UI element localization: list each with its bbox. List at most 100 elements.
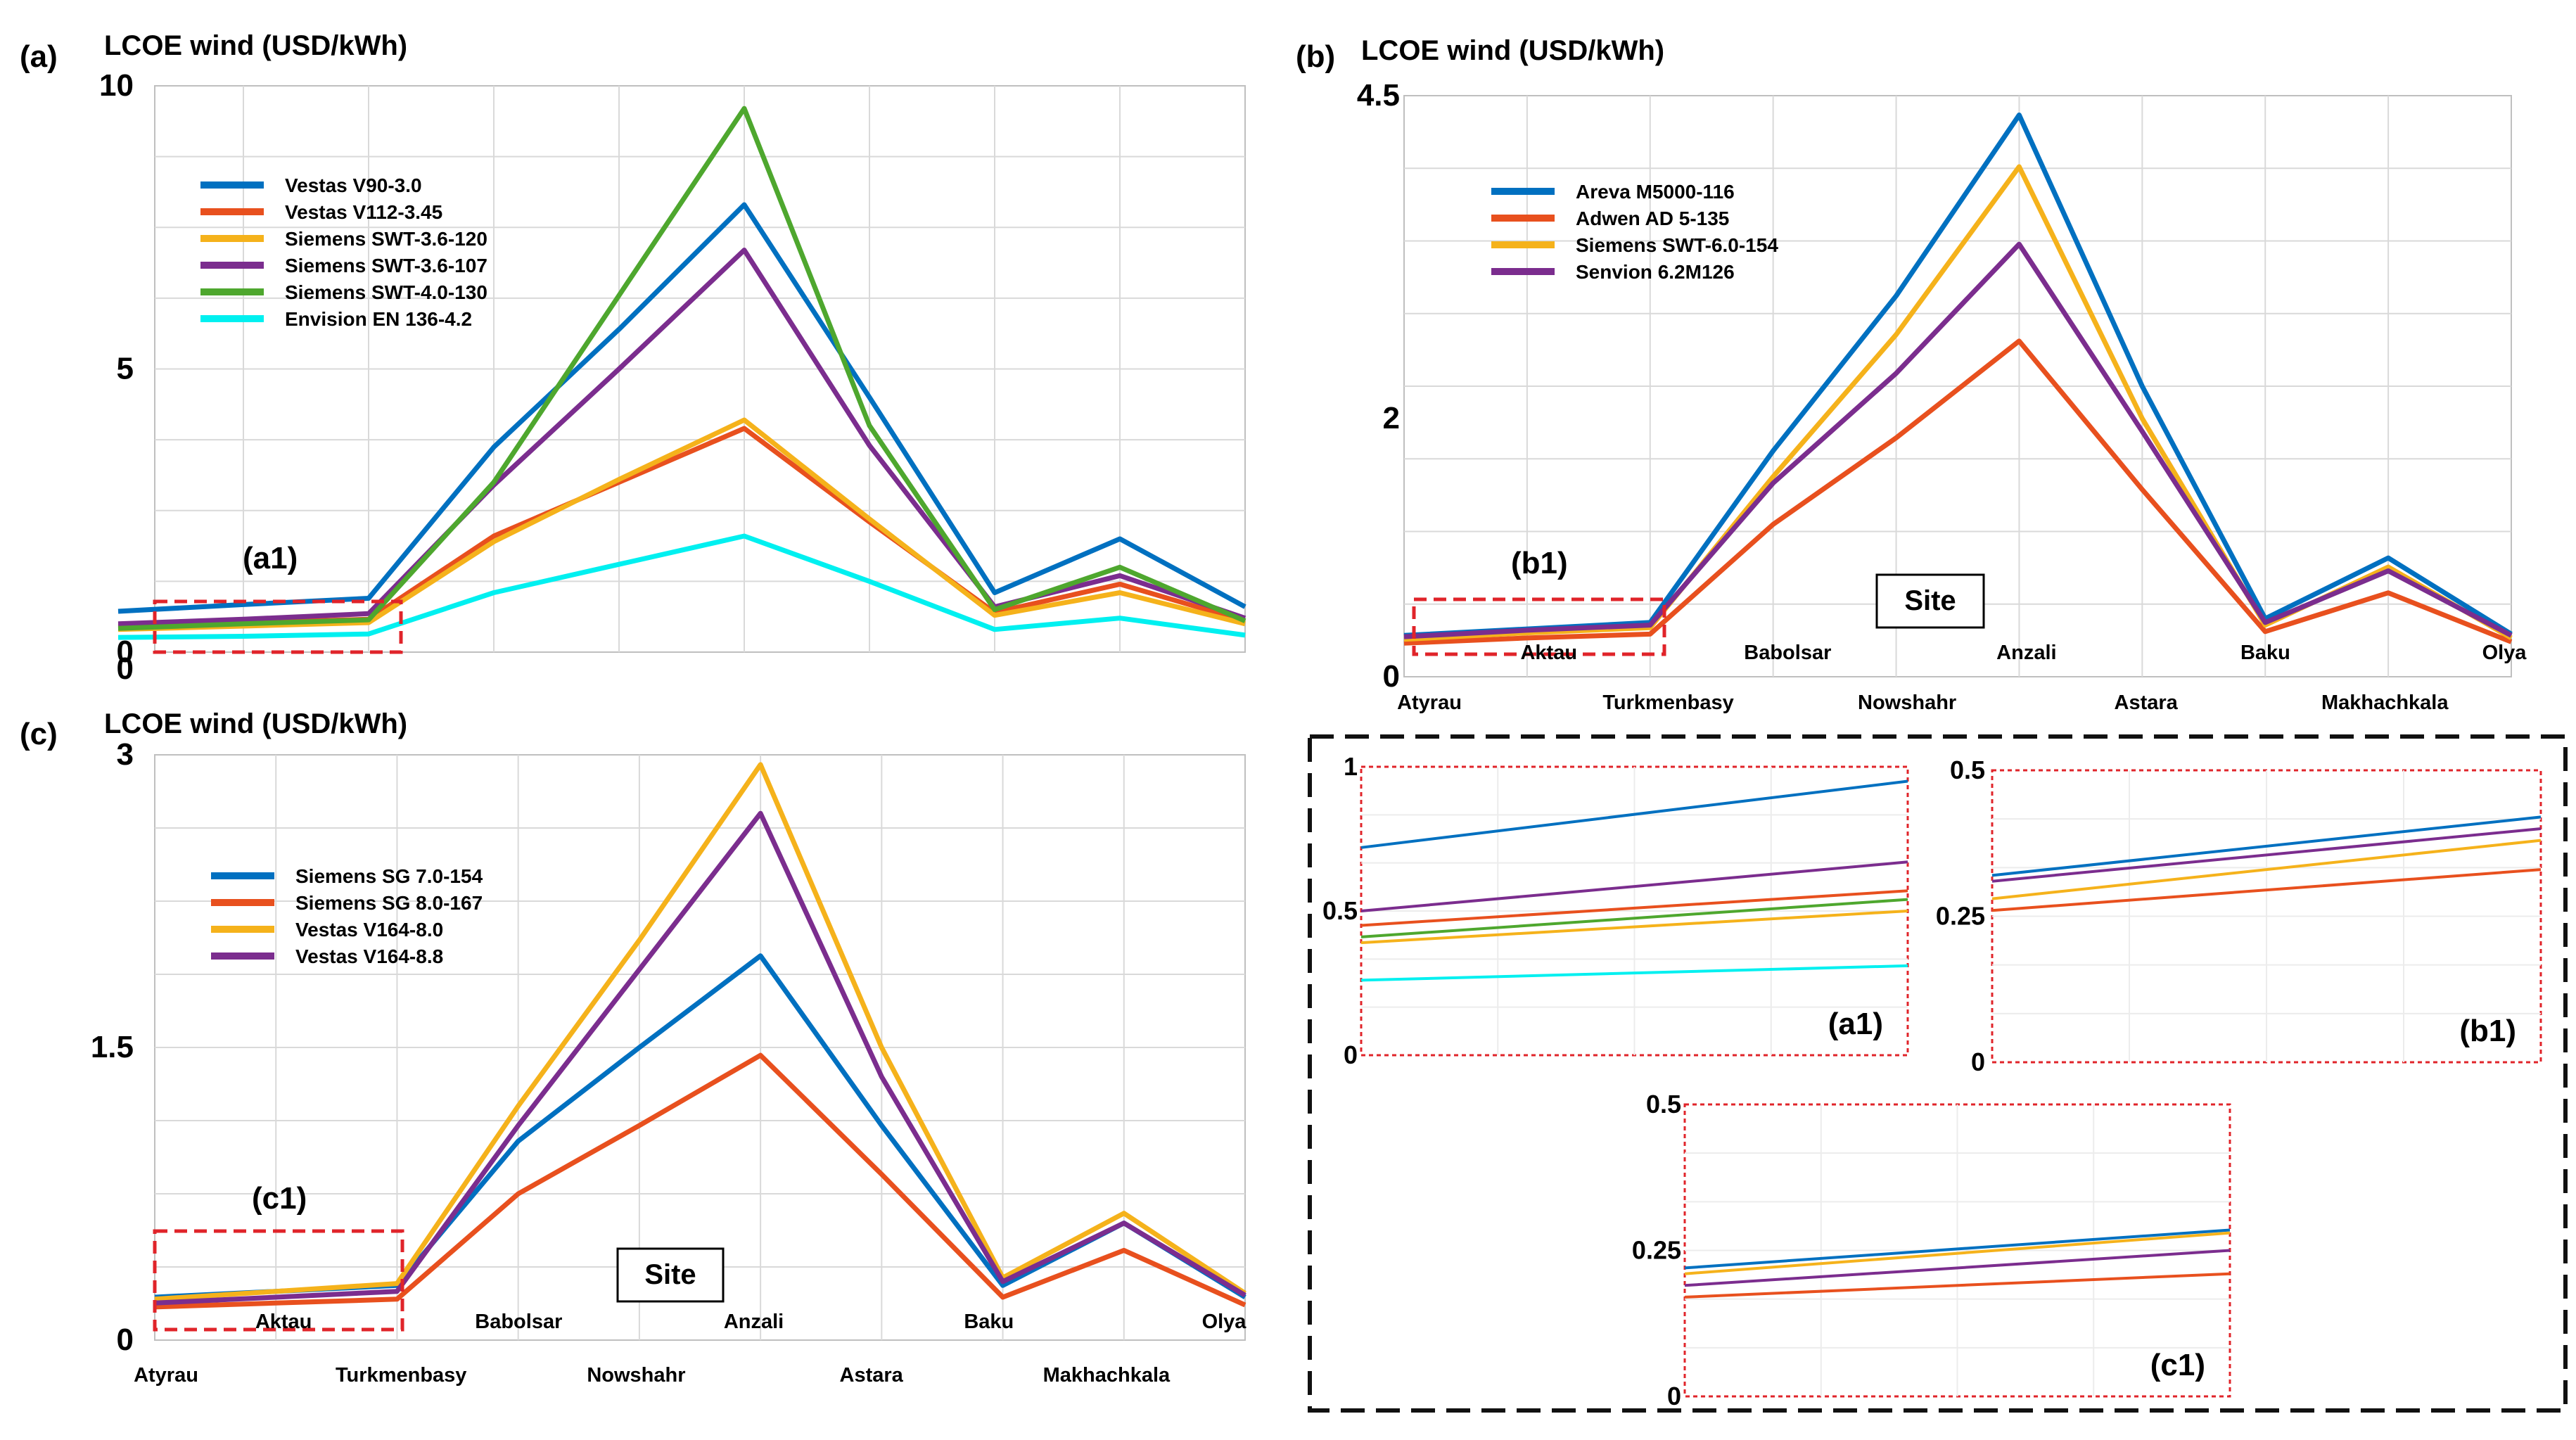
zoom-box	[153, 599, 403, 654]
legend-entry: Senvion 6.2M126	[1576, 261, 1735, 283]
legend-entry: Siemens SG 7.0-154	[295, 865, 483, 887]
panel-a: 0 5 10 (a) LCOE wind (USD/kWh) Vestas V90-3.0…	[20, 30, 1246, 669]
site-box	[616, 1247, 725, 1303]
legend-entry: Siemens SWT-3.6-120	[285, 228, 487, 250]
inset-frame	[1308, 734, 2568, 1413]
legend-entry: Siemens SWT-4.0-130	[285, 281, 487, 303]
y-tick-label: 0.5	[1646, 1090, 1681, 1119]
panel-b: 0 2 4.5 (b) LCOE wind (USD/kWh) Areva M5000-1…	[1296, 35, 2527, 714]
y-tick-zero: 0	[117, 651, 134, 686]
y-tick-label: 0.25	[1632, 1236, 1681, 1265]
y-tick-label: 0	[1383, 659, 1400, 694]
x-tick-label: Atyrau	[1397, 692, 1462, 714]
y-tick-label: 1.5	[91, 1030, 134, 1064]
legend-entry: Vestas V112-3.45	[285, 201, 442, 223]
legend-entry: Siemens SWT-3.6-107	[285, 255, 487, 276]
y-tick-label: 0	[117, 635, 134, 669]
y-tick-label: 10	[99, 68, 134, 103]
x-tick-label: Astara	[840, 1364, 904, 1387]
inset-series-line-b1-1	[1991, 815, 2542, 877]
inset-series-line-b1-3	[1991, 839, 2542, 900]
inset-series-line-a1-4	[1360, 898, 1908, 938]
y-tick-label: 0	[1667, 1382, 1681, 1410]
x-tick-label: Nowshahr	[587, 1364, 685, 1387]
panel-label: (c)	[20, 717, 58, 751]
zoom-box	[153, 1229, 404, 1332]
x-tick-label: Makhachkala	[2321, 692, 2449, 714]
series-line-a-1	[117, 202, 1246, 614]
zoom-box	[1412, 597, 1666, 656]
legend-entry: Areva M5000-116	[1576, 181, 1735, 203]
inset-series-line-c1-2	[1684, 1231, 2231, 1275]
series-line-a-6	[117, 533, 1246, 640]
series-line-c-4	[154, 810, 1246, 1306]
series-line-b-2	[1403, 338, 2513, 646]
inset-title: (c1)	[2150, 1348, 2205, 1382]
inset-panel-c1: 0 0.25 0.5 (c1)	[1632, 1090, 2231, 1410]
panel-title: LCOE wind (USD/kWh)	[1361, 35, 1664, 66]
y-tick-label: 0	[1344, 1040, 1358, 1069]
series-line-b-4	[1403, 241, 2513, 639]
inset-series-line-b1-4	[1991, 868, 2542, 912]
legend-entry: Vestas V90-3.0	[285, 174, 422, 196]
x-tick-label: Makhachkala	[1043, 1364, 1171, 1387]
x-tick-label: Anzali	[1996, 642, 2056, 664]
x-tick-label: Aktau	[1520, 642, 1577, 664]
panel-title: LCOE wind (USD/kWh)	[104, 708, 407, 739]
x-tick-label: Olya	[1202, 1311, 1247, 1333]
y-tick-label: 4.5	[1357, 78, 1400, 113]
x-tick-label: Atyrau	[134, 1364, 198, 1387]
y-tick-label: 0.25	[1936, 902, 1985, 931]
series-line-a-4	[117, 248, 1246, 627]
inset-title: (a1)	[1828, 1007, 1883, 1041]
x-tick-label: Olya	[2482, 642, 2527, 664]
x-tick-label: Baku	[2240, 642, 2290, 664]
inset-panel-b1: 0 0.25 0.5 (b1)	[1936, 756, 2542, 1076]
inset-series-line-a1-3	[1360, 889, 1908, 927]
inset-title: (b1)	[2459, 1014, 2516, 1048]
series-line-a-3	[117, 417, 1246, 632]
legend-entry: Siemens SG 8.0-167	[295, 892, 483, 914]
x-tick-label: Turkmenbasy	[1602, 692, 1733, 714]
panel-label: (a)	[20, 39, 58, 74]
legend-entry: Envision EN 136-4.2	[285, 308, 472, 330]
y-tick-label: 5	[117, 352, 134, 386]
y-tick-label: 0	[117, 1323, 134, 1357]
y-tick-label: 2	[1383, 401, 1400, 435]
inset-series-line-a1-5	[1360, 910, 1908, 945]
y-tick-label: 0.5	[1950, 756, 1985, 784]
inset-series-line-a1-6	[1360, 964, 1908, 982]
panel-label: (b)	[1296, 39, 1335, 74]
inset-panel-a1: 0 0.5 1 (a1)	[1322, 752, 1909, 1069]
x-tick-label: Babolsar	[1744, 642, 1831, 664]
x-tick-label: Babolsar	[475, 1311, 562, 1333]
inset-label: (b1)	[1511, 546, 1568, 580]
x-tick-label: Astara	[2115, 692, 2179, 714]
site-box	[1875, 573, 1985, 629]
inset-label: (c1)	[252, 1181, 307, 1216]
legend-entry: Vestas V164-8.8	[295, 945, 443, 967]
y-tick-label: 3	[117, 737, 134, 772]
x-tick-label: Baku	[964, 1311, 1014, 1333]
inset-series-line-c1-4	[1684, 1272, 2231, 1299]
x-axis-title: Site	[1904, 585, 1956, 616]
series-line-a-5	[117, 106, 1246, 631]
x-axis-title: Site	[644, 1259, 696, 1290]
legend-entry: Siemens SWT-6.0-154	[1576, 234, 1778, 256]
inset-series-line-a1-1	[1360, 779, 1908, 849]
y-tick-label: 0.5	[1322, 896, 1358, 925]
legend-entry: Vestas V164-8.0	[295, 919, 443, 941]
x-tick-label: Anzali	[724, 1311, 784, 1333]
series-line-c-3	[154, 762, 1246, 1302]
panel-title: LCOE wind (USD/kWh)	[104, 30, 407, 61]
x-tick-label: Turkmenbasy	[336, 1364, 466, 1387]
y-tick-label: 1	[1344, 752, 1358, 781]
inset-label: (a1)	[243, 541, 298, 575]
panel-c: 0 1.5 3 (c) LCOE wind (USD/kWh) Siemens SG 7.…	[20, 708, 1246, 1387]
legend-entry: Adwen AD 5-135	[1576, 208, 1729, 229]
y-tick-label: 0	[1971, 1047, 1985, 1076]
inset-series-line-b1-2	[1991, 827, 2542, 883]
inset-series-line-c1-1	[1684, 1228, 2231, 1270]
inset-series-line-c1-3	[1684, 1249, 2231, 1287]
